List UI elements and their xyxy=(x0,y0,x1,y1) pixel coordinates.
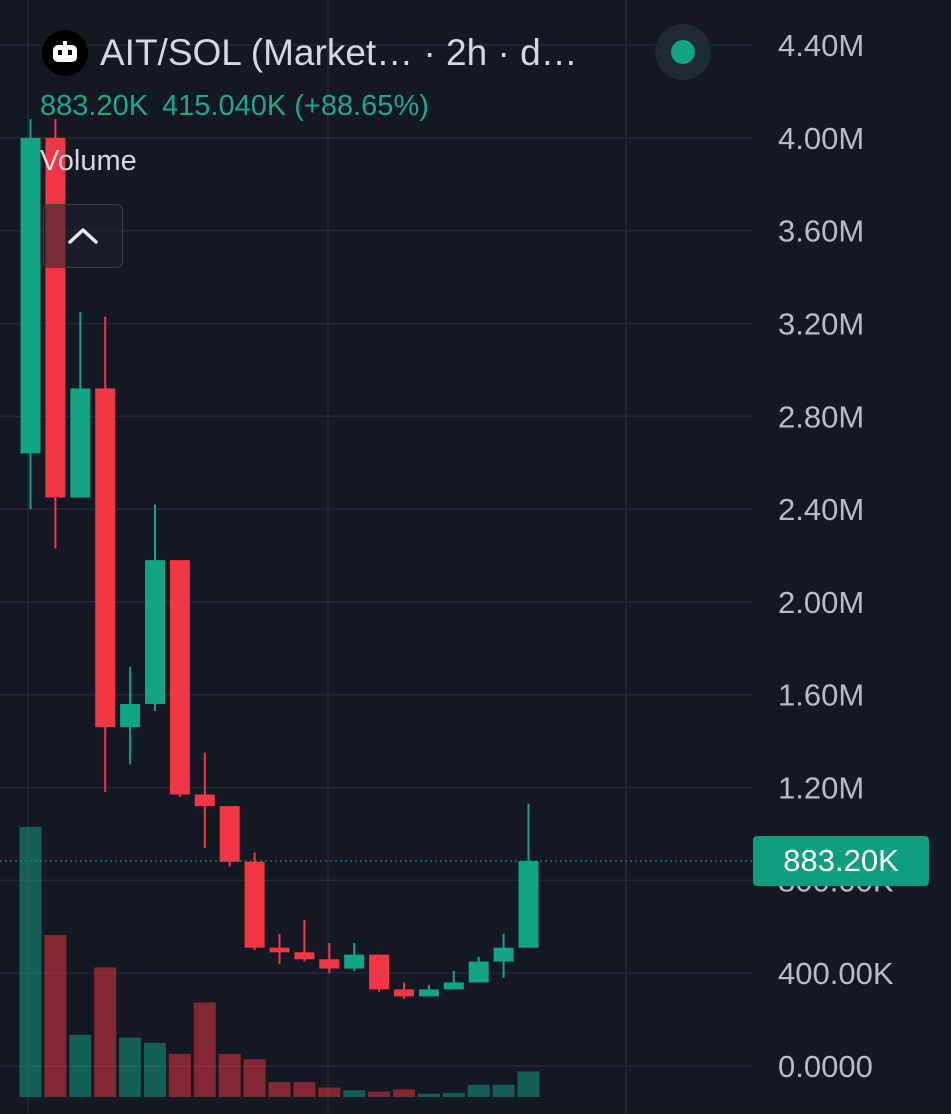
volume-bars xyxy=(19,827,540,1097)
price-axis-label: 4.00M xyxy=(778,121,864,156)
candle-body xyxy=(95,388,116,728)
candle-body xyxy=(294,952,315,960)
last-price-tag: 883.20K xyxy=(753,836,929,886)
volume-bar xyxy=(69,1034,92,1097)
price-axis-label: 1.20M xyxy=(778,771,864,806)
candle-body xyxy=(394,989,414,997)
price-axis-label: 2.80M xyxy=(778,399,864,434)
price-candles xyxy=(20,119,539,999)
volume-bar xyxy=(343,1090,366,1097)
candle-body xyxy=(70,388,91,498)
price-axis-label: 0.0000 xyxy=(778,1049,873,1084)
candle-body xyxy=(493,947,514,962)
volume-bar xyxy=(44,935,67,1097)
candle-body xyxy=(145,560,165,705)
volume-bar xyxy=(442,1092,465,1097)
candle-body xyxy=(369,954,390,990)
candle-body xyxy=(344,954,365,969)
volume-bar xyxy=(318,1087,341,1097)
volume-bar xyxy=(19,827,42,1097)
price-axis-label: 2.40M xyxy=(778,492,864,527)
volume-bar xyxy=(268,1082,291,1097)
volume-bar xyxy=(517,1071,540,1097)
price-axis-label: 400.00K xyxy=(778,956,894,991)
volume-bar xyxy=(218,1053,241,1097)
ohlc-change: 415.040K (+88.65%) xyxy=(162,90,429,122)
chart-header: AIT/SOL (Market… · 2h · d… xyxy=(42,28,578,78)
volume-bar xyxy=(467,1084,490,1097)
token-logo-icon xyxy=(42,30,88,76)
candle-body xyxy=(443,982,464,990)
candle-body xyxy=(244,861,265,948)
collapse-legend-button[interactable] xyxy=(43,204,123,268)
volume-bar xyxy=(193,1002,216,1097)
price-axis: 4.40M 4.00M 3.60M 3.20M 2.80M 2.40M 2.00M 1.60M… xyxy=(778,28,894,1084)
ohlc-readout: 883.20K 415.040K (+88.65%) xyxy=(40,90,443,123)
volume-bar xyxy=(293,1082,316,1097)
ohlc-close: 883.20K xyxy=(40,90,149,122)
price-axis-label: 3.60M xyxy=(778,214,864,249)
price-axis-label: 1.60M xyxy=(778,678,864,713)
candle-body xyxy=(418,989,439,997)
candle-body xyxy=(120,704,141,728)
volume-bar xyxy=(492,1084,515,1097)
chevron-up-icon xyxy=(68,228,98,244)
price-axis-label: 3.20M xyxy=(778,306,864,341)
candle-body xyxy=(468,961,489,983)
live-dot xyxy=(671,40,695,64)
candle-body xyxy=(518,861,539,948)
pair-title[interactable]: AIT/SOL (Market… · 2h · d… xyxy=(100,32,578,73)
candle-body xyxy=(194,794,215,807)
volume-bar xyxy=(368,1091,391,1097)
candle-body xyxy=(269,947,290,953)
live-status-icon[interactable] xyxy=(655,24,711,80)
volume-bar xyxy=(168,1053,191,1097)
volume-bar xyxy=(393,1089,415,1097)
volume-bar xyxy=(94,967,117,1097)
price-axis-label: 2.00M xyxy=(778,585,864,620)
volume-bar xyxy=(119,1037,142,1097)
candle-body xyxy=(319,959,340,969)
volume-bar xyxy=(144,1043,166,1097)
volume-bar xyxy=(243,1059,266,1097)
volume-indicator-label[interactable]: Volume xyxy=(40,145,137,177)
candle-body xyxy=(169,560,190,795)
candle-body xyxy=(219,806,240,862)
candle-body xyxy=(20,137,41,454)
price-axis-label: 4.40M xyxy=(778,28,864,63)
candle-body xyxy=(45,137,66,498)
volume-bar xyxy=(417,1093,440,1097)
